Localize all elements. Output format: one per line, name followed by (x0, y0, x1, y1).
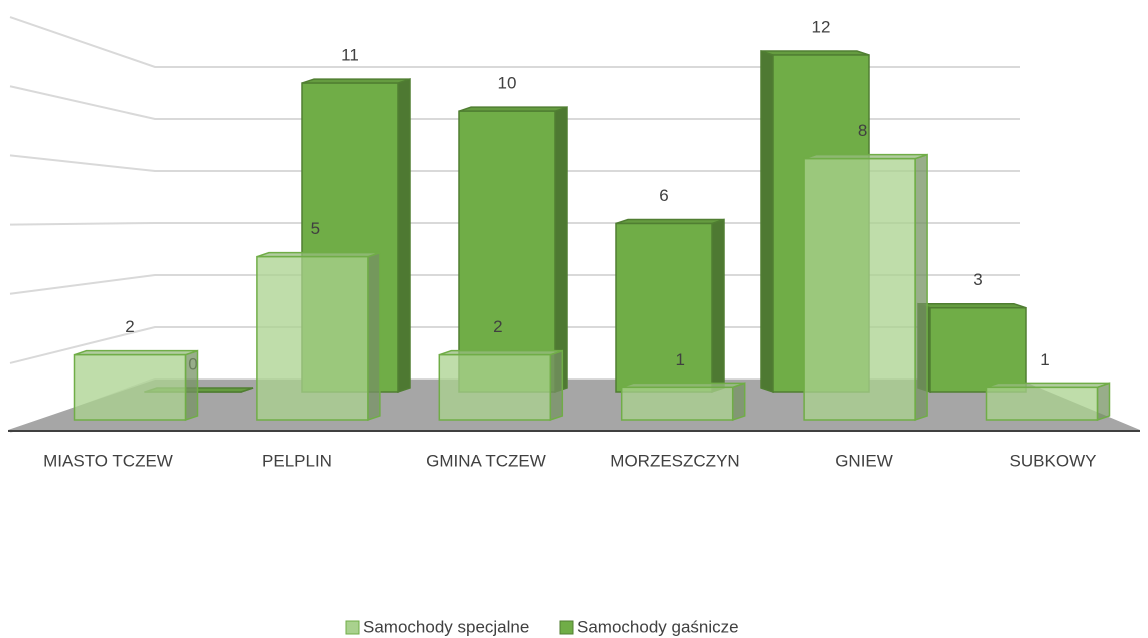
legend-label: Samochody gaśnicze (577, 617, 739, 636)
x-tick-label: GMINA TCZEW (426, 451, 546, 470)
bar (620, 386, 734, 421)
bar-side (367, 251, 381, 422)
x-tick-label: PELPLIN (262, 451, 332, 470)
legend-swatch (345, 620, 360, 635)
data-label: 1 (675, 350, 684, 369)
data-label: 5 (311, 219, 320, 238)
grid-line (9, 154, 1020, 172)
x-tick-label: MIASTO TCZEW (43, 451, 173, 470)
bar-side (760, 49, 774, 394)
bar (615, 222, 713, 393)
data-label: 1 (1040, 350, 1049, 369)
legend-swatch (559, 620, 574, 635)
legend-label: Samochody specjalne (363, 617, 529, 636)
bar (256, 255, 369, 421)
data-label: 8 (858, 121, 867, 140)
bar (985, 386, 1099, 421)
data-label: 12 (812, 17, 831, 36)
x-tick-label: SUBKOWY (1010, 451, 1097, 470)
bar-side (914, 153, 928, 422)
data-label: 10 (498, 74, 517, 93)
grid-line (9, 326, 1020, 364)
x-tick-label: MORZESZCZYN (610, 451, 739, 470)
x-tick-label: GNIEW (835, 451, 893, 470)
bar (73, 353, 187, 421)
bar-side (554, 106, 568, 394)
bar-side (1096, 382, 1111, 422)
bar (803, 157, 916, 421)
bar (438, 353, 552, 421)
bar-side (397, 78, 411, 394)
bar (929, 307, 1027, 393)
grid-line (9, 85, 1020, 120)
data-label: 2 (493, 317, 502, 336)
data-label: 3 (973, 270, 982, 289)
data-label: 6 (659, 186, 668, 205)
data-label: 2 (125, 317, 134, 336)
bar-side (711, 218, 725, 394)
grid-line (9, 274, 1020, 295)
data-label: 11 (341, 46, 359, 65)
grid-line (9, 16, 1020, 68)
bar (458, 110, 556, 393)
bar-side (184, 349, 199, 422)
grid-line (9, 222, 1020, 226)
bar-side (549, 349, 564, 422)
bar-side (731, 382, 746, 422)
